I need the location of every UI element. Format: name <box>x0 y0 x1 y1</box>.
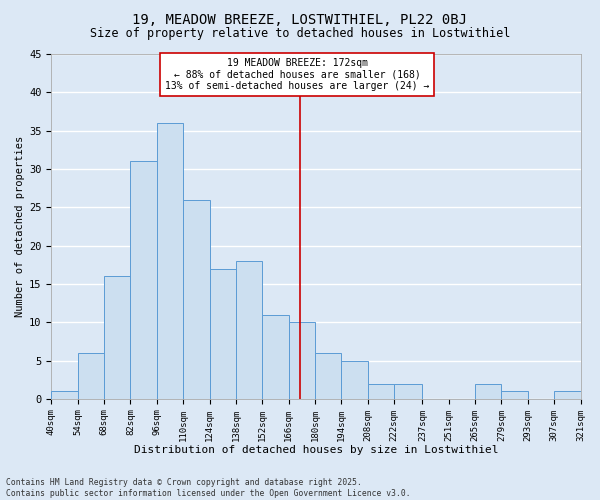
Bar <box>236 261 262 399</box>
Bar <box>130 162 157 399</box>
Bar <box>341 360 368 399</box>
Text: Size of property relative to detached houses in Lostwithiel: Size of property relative to detached ho… <box>90 28 510 40</box>
Text: Contains HM Land Registry data © Crown copyright and database right 2025.
Contai: Contains HM Land Registry data © Crown c… <box>6 478 410 498</box>
Bar <box>52 391 78 399</box>
Bar <box>315 353 341 399</box>
Text: 19, MEADOW BREEZE, LOSTWITHIEL, PL22 0BJ: 19, MEADOW BREEZE, LOSTWITHIEL, PL22 0BJ <box>133 12 467 26</box>
Bar <box>394 384 422 399</box>
Y-axis label: Number of detached properties: Number of detached properties <box>15 136 25 317</box>
Bar <box>183 200 209 399</box>
Bar <box>475 384 502 399</box>
X-axis label: Distribution of detached houses by size in Lostwithiel: Distribution of detached houses by size … <box>134 445 498 455</box>
Bar <box>289 322 315 399</box>
Bar <box>502 391 528 399</box>
Bar <box>368 384 394 399</box>
Bar <box>554 391 581 399</box>
Bar <box>78 353 104 399</box>
Text: 19 MEADOW BREEZE: 172sqm
← 88% of detached houses are smaller (168)
13% of semi-: 19 MEADOW BREEZE: 172sqm ← 88% of detach… <box>165 58 430 91</box>
Bar <box>262 314 289 399</box>
Bar <box>157 123 183 399</box>
Bar <box>104 276 130 399</box>
Bar <box>209 268 236 399</box>
